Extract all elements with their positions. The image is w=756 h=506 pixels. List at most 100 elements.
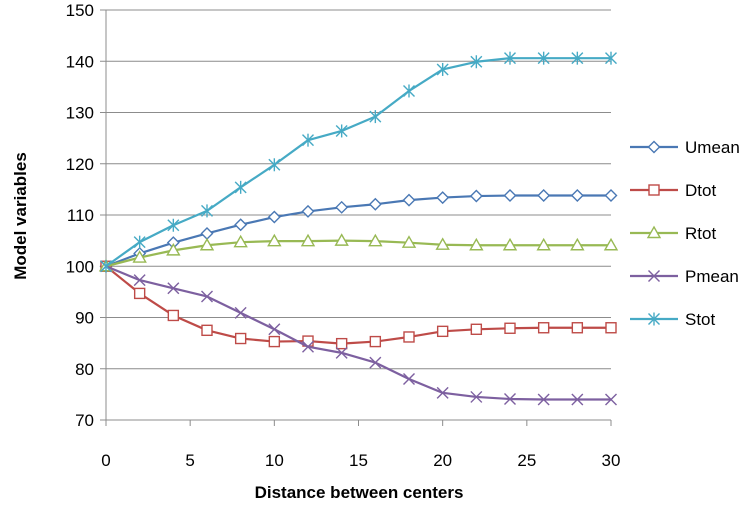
x-tick-label: 0 [101, 451, 110, 470]
y-tick-label: 100 [66, 257, 94, 276]
data-point-stot [369, 110, 382, 124]
data-point-umean [436, 191, 450, 205]
data-point-pmean [504, 392, 516, 405]
data-point-dtot [537, 322, 550, 334]
data-point-dtot [605, 322, 617, 334]
series-line-pmean [105, 265, 611, 401]
data-point-stot [201, 204, 213, 218]
series-stot [100, 51, 617, 273]
data-point-umean [335, 200, 349, 214]
series-lines [98, 51, 619, 406]
data-point-stot [504, 51, 516, 65]
data-point-dtot [436, 325, 449, 338]
data-point-rtot [536, 237, 551, 251]
legend-item-dtot: Dtot [630, 181, 716, 200]
data-point-umean [570, 189, 584, 203]
legend-item-stot: Stot [630, 310, 716, 329]
data-point-pmean [403, 373, 415, 385]
data-point-umean [368, 197, 382, 211]
data-point-umean [469, 189, 483, 203]
series-rtot [98, 233, 619, 272]
data-point-rtot [267, 233, 282, 247]
series-line-rtot [105, 239, 611, 268]
data-point-umean [301, 204, 315, 218]
x-tick-label: 15 [349, 451, 368, 470]
legend-item-rtot: Rtot [630, 224, 716, 243]
data-point-stot [100, 259, 112, 273]
y-tick-label: 90 [75, 309, 94, 328]
legend-label-pmean: Pmean [685, 267, 739, 286]
legend-label-umean: Umean [685, 138, 740, 157]
series-line-stot [105, 57, 611, 268]
data-point-stot [133, 235, 146, 249]
data-point-pmean [234, 306, 247, 319]
data-point-umean [267, 210, 281, 224]
legend-marker-rtot [646, 225, 662, 239]
data-point-dtot [268, 335, 281, 348]
series-umean [99, 189, 618, 273]
legend-item-pmean: Pmean [630, 267, 739, 286]
y-tick-label: 110 [67, 206, 94, 225]
gridlines [106, 9, 611, 370]
legend-label-stot: Stot [685, 310, 716, 329]
y-tick-label: 140 [66, 52, 94, 71]
data-point-pmean [201, 290, 213, 303]
data-point-rtot [132, 250, 147, 263]
data-point-stot [571, 51, 584, 65]
data-point-pmean [268, 323, 281, 336]
data-point-pmean [605, 393, 617, 406]
data-point-dtot [234, 332, 247, 345]
data-point-rtot [199, 237, 215, 251]
x-tick-label: 20 [433, 451, 452, 470]
data-point-pmean [537, 393, 550, 406]
legend-item-umean: Umean [630, 138, 740, 157]
tick-labels: 70 80 90 100 110 120 130 140 150 0 5 10 15 20 25 30 [66, 1, 621, 470]
y-tick-label: 130 [66, 104, 94, 123]
data-point-dtot [571, 322, 584, 334]
data-point-pmean [133, 274, 146, 287]
data-point-stot [234, 180, 247, 194]
legend-label-dtot: Dtot [685, 181, 716, 200]
data-point-umean [604, 189, 618, 203]
legend-marker-dtot [648, 184, 660, 196]
x-tick-label: 10 [265, 451, 284, 470]
data-point-pmean [470, 390, 483, 403]
y-tick-label: 120 [66, 155, 94, 174]
series-line-umean [105, 194, 611, 268]
data-point-dtot [335, 337, 348, 350]
legend: Umean Dtot Rtot Pmean Stot [630, 138, 740, 329]
data-point-stot [268, 158, 281, 172]
y-tick-label: 80 [75, 360, 94, 379]
data-point-rtot [570, 237, 585, 251]
data-point-stot [403, 84, 415, 98]
data-point-stot [537, 51, 550, 65]
x-tick-label: 5 [185, 451, 194, 470]
data-point-pmean [335, 346, 348, 359]
data-point-rtot [401, 235, 417, 248]
data-point-pmean [369, 356, 382, 369]
data-point-umean [503, 189, 517, 203]
data-point-umean [402, 193, 416, 207]
data-point-pmean [167, 282, 180, 295]
data-point-stot [335, 124, 348, 138]
series-dtot [100, 260, 617, 350]
data-point-dtot [201, 324, 213, 337]
data-point-stot [605, 51, 617, 65]
data-point-rtot [368, 233, 383, 247]
data-point-dtot [470, 323, 483, 335]
data-point-pmean [571, 393, 584, 406]
series-line-dtot [105, 265, 611, 345]
data-point-pmean [436, 386, 449, 399]
x-tick-label: 30 [602, 451, 621, 470]
data-point-umean [537, 189, 551, 203]
data-point-dtot [403, 331, 415, 343]
data-point-pmean [302, 340, 314, 353]
data-point-rtot [233, 234, 248, 248]
data-point-rtot [334, 233, 349, 246]
legend-label-rtot: Rtot [685, 224, 716, 243]
data-point-umean [200, 226, 214, 240]
data-point-dtot [369, 335, 382, 348]
data-point-rtot [300, 233, 316, 247]
x-axis-title: Distance between centers [255, 483, 464, 502]
